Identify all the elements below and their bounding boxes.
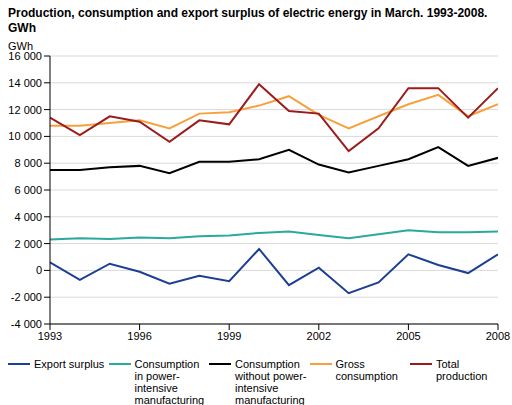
svg-text:2002: 2002 <box>307 330 331 342</box>
svg-text:4 000: 4 000 <box>14 211 42 223</box>
html-text:Consumption without power-inte: Consumption without power-intensive manu… <box>235 358 307 405</box>
svg-text:1996: 1996 <box>127 330 151 342</box>
html-text:Production, consumption and ex: Production, consumption and export surpl… <box>8 6 488 35</box>
svg-text:6 000: 6 000 <box>14 184 42 196</box>
html-text:Consumption in power-intensive: Consumption in power-intensive manufactu… <box>134 358 205 405</box>
html-text:Gross consumption: Gross consumption <box>335 358 398 382</box>
svg-text:14 000: 14 000 <box>8 77 42 89</box>
svg-text:-2 000: -2 000 <box>11 291 42 303</box>
svg-text:16 000: 16 000 <box>8 50 42 62</box>
svg-text:1993: 1993 <box>38 330 62 342</box>
svg-text:2005: 2005 <box>396 330 420 342</box>
html-text:GWh: GWh <box>8 40 34 52</box>
svg-text:-4 000: -4 000 <box>11 318 42 330</box>
html-text:Export surplus: Export surplus <box>34 358 105 370</box>
svg-text:12 000: 12 000 <box>8 104 42 116</box>
svg-text:1999: 1999 <box>217 330 241 342</box>
svg-text:0: 0 <box>36 264 42 276</box>
svg-text:2008: 2008 <box>486 330 504 342</box>
svg-text:2 000: 2 000 <box>14 238 42 250</box>
svg-text:8 000: 8 000 <box>14 157 42 169</box>
svg-text:10 000: 10 000 <box>8 130 42 142</box>
html-text:Total production: Total production <box>436 358 488 382</box>
